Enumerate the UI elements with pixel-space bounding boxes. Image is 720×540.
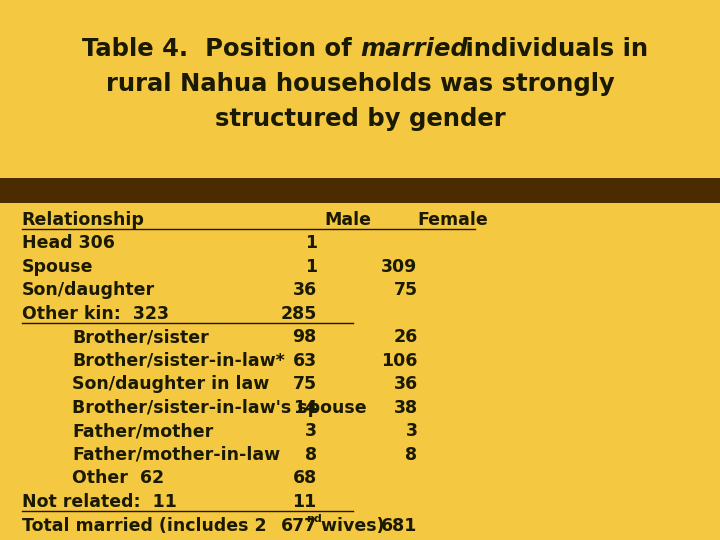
Text: 26: 26 xyxy=(393,328,418,346)
Text: Male: Male xyxy=(324,211,371,228)
Text: rural Nahua households was strongly: rural Nahua households was strongly xyxy=(106,72,614,96)
Text: Father/mother-in-law: Father/mother-in-law xyxy=(72,446,280,464)
Text: Table 4.  Position of: Table 4. Position of xyxy=(82,37,360,60)
Text: 14: 14 xyxy=(292,399,317,417)
Text: 75: 75 xyxy=(393,281,418,299)
Text: Female: Female xyxy=(418,211,488,228)
Text: 285: 285 xyxy=(280,305,317,323)
Text: Not related:  11: Not related: 11 xyxy=(22,493,176,511)
FancyBboxPatch shape xyxy=(0,0,720,178)
Text: structured by gender: structured by gender xyxy=(215,107,505,131)
Text: 3: 3 xyxy=(305,422,317,441)
Text: 8: 8 xyxy=(305,446,317,464)
Text: 11: 11 xyxy=(292,493,317,511)
Text: 1: 1 xyxy=(305,258,317,276)
Text: 36: 36 xyxy=(393,375,418,393)
Text: Son/daughter: Son/daughter xyxy=(22,281,155,299)
Text: 98: 98 xyxy=(292,328,317,346)
FancyBboxPatch shape xyxy=(0,178,720,202)
Text: 68: 68 xyxy=(292,469,317,488)
Text: 63: 63 xyxy=(292,352,317,370)
Text: Head 306: Head 306 xyxy=(22,234,114,252)
Text: Father/mother: Father/mother xyxy=(72,422,213,441)
Text: Other kin:  323: Other kin: 323 xyxy=(22,305,168,323)
Text: 75: 75 xyxy=(292,375,317,393)
Text: married: married xyxy=(360,37,468,60)
Text: 1: 1 xyxy=(305,234,317,252)
Text: individuals in: individuals in xyxy=(457,37,648,60)
Text: Brother/sister-in-law's spouse: Brother/sister-in-law's spouse xyxy=(72,399,366,417)
Text: 38: 38 xyxy=(393,399,418,417)
Text: 106: 106 xyxy=(381,352,418,370)
Text: Other  62: Other 62 xyxy=(72,469,164,488)
Text: Son/daughter in law: Son/daughter in law xyxy=(72,375,269,393)
Text: Spouse: Spouse xyxy=(22,258,93,276)
Text: wives): wives) xyxy=(315,517,385,535)
Text: 677: 677 xyxy=(281,517,317,535)
Text: Relationship: Relationship xyxy=(22,211,145,228)
Text: Brother/sister-in-law*: Brother/sister-in-law* xyxy=(72,352,285,370)
Text: 309: 309 xyxy=(382,258,418,276)
Text: Total married (includes 2: Total married (includes 2 xyxy=(22,517,266,535)
Text: 8: 8 xyxy=(405,446,418,464)
Text: 3: 3 xyxy=(405,422,418,441)
Text: nd: nd xyxy=(306,514,322,524)
Text: 681: 681 xyxy=(381,517,418,535)
Text: Brother/sister: Brother/sister xyxy=(72,328,209,346)
Text: 36: 36 xyxy=(292,281,317,299)
